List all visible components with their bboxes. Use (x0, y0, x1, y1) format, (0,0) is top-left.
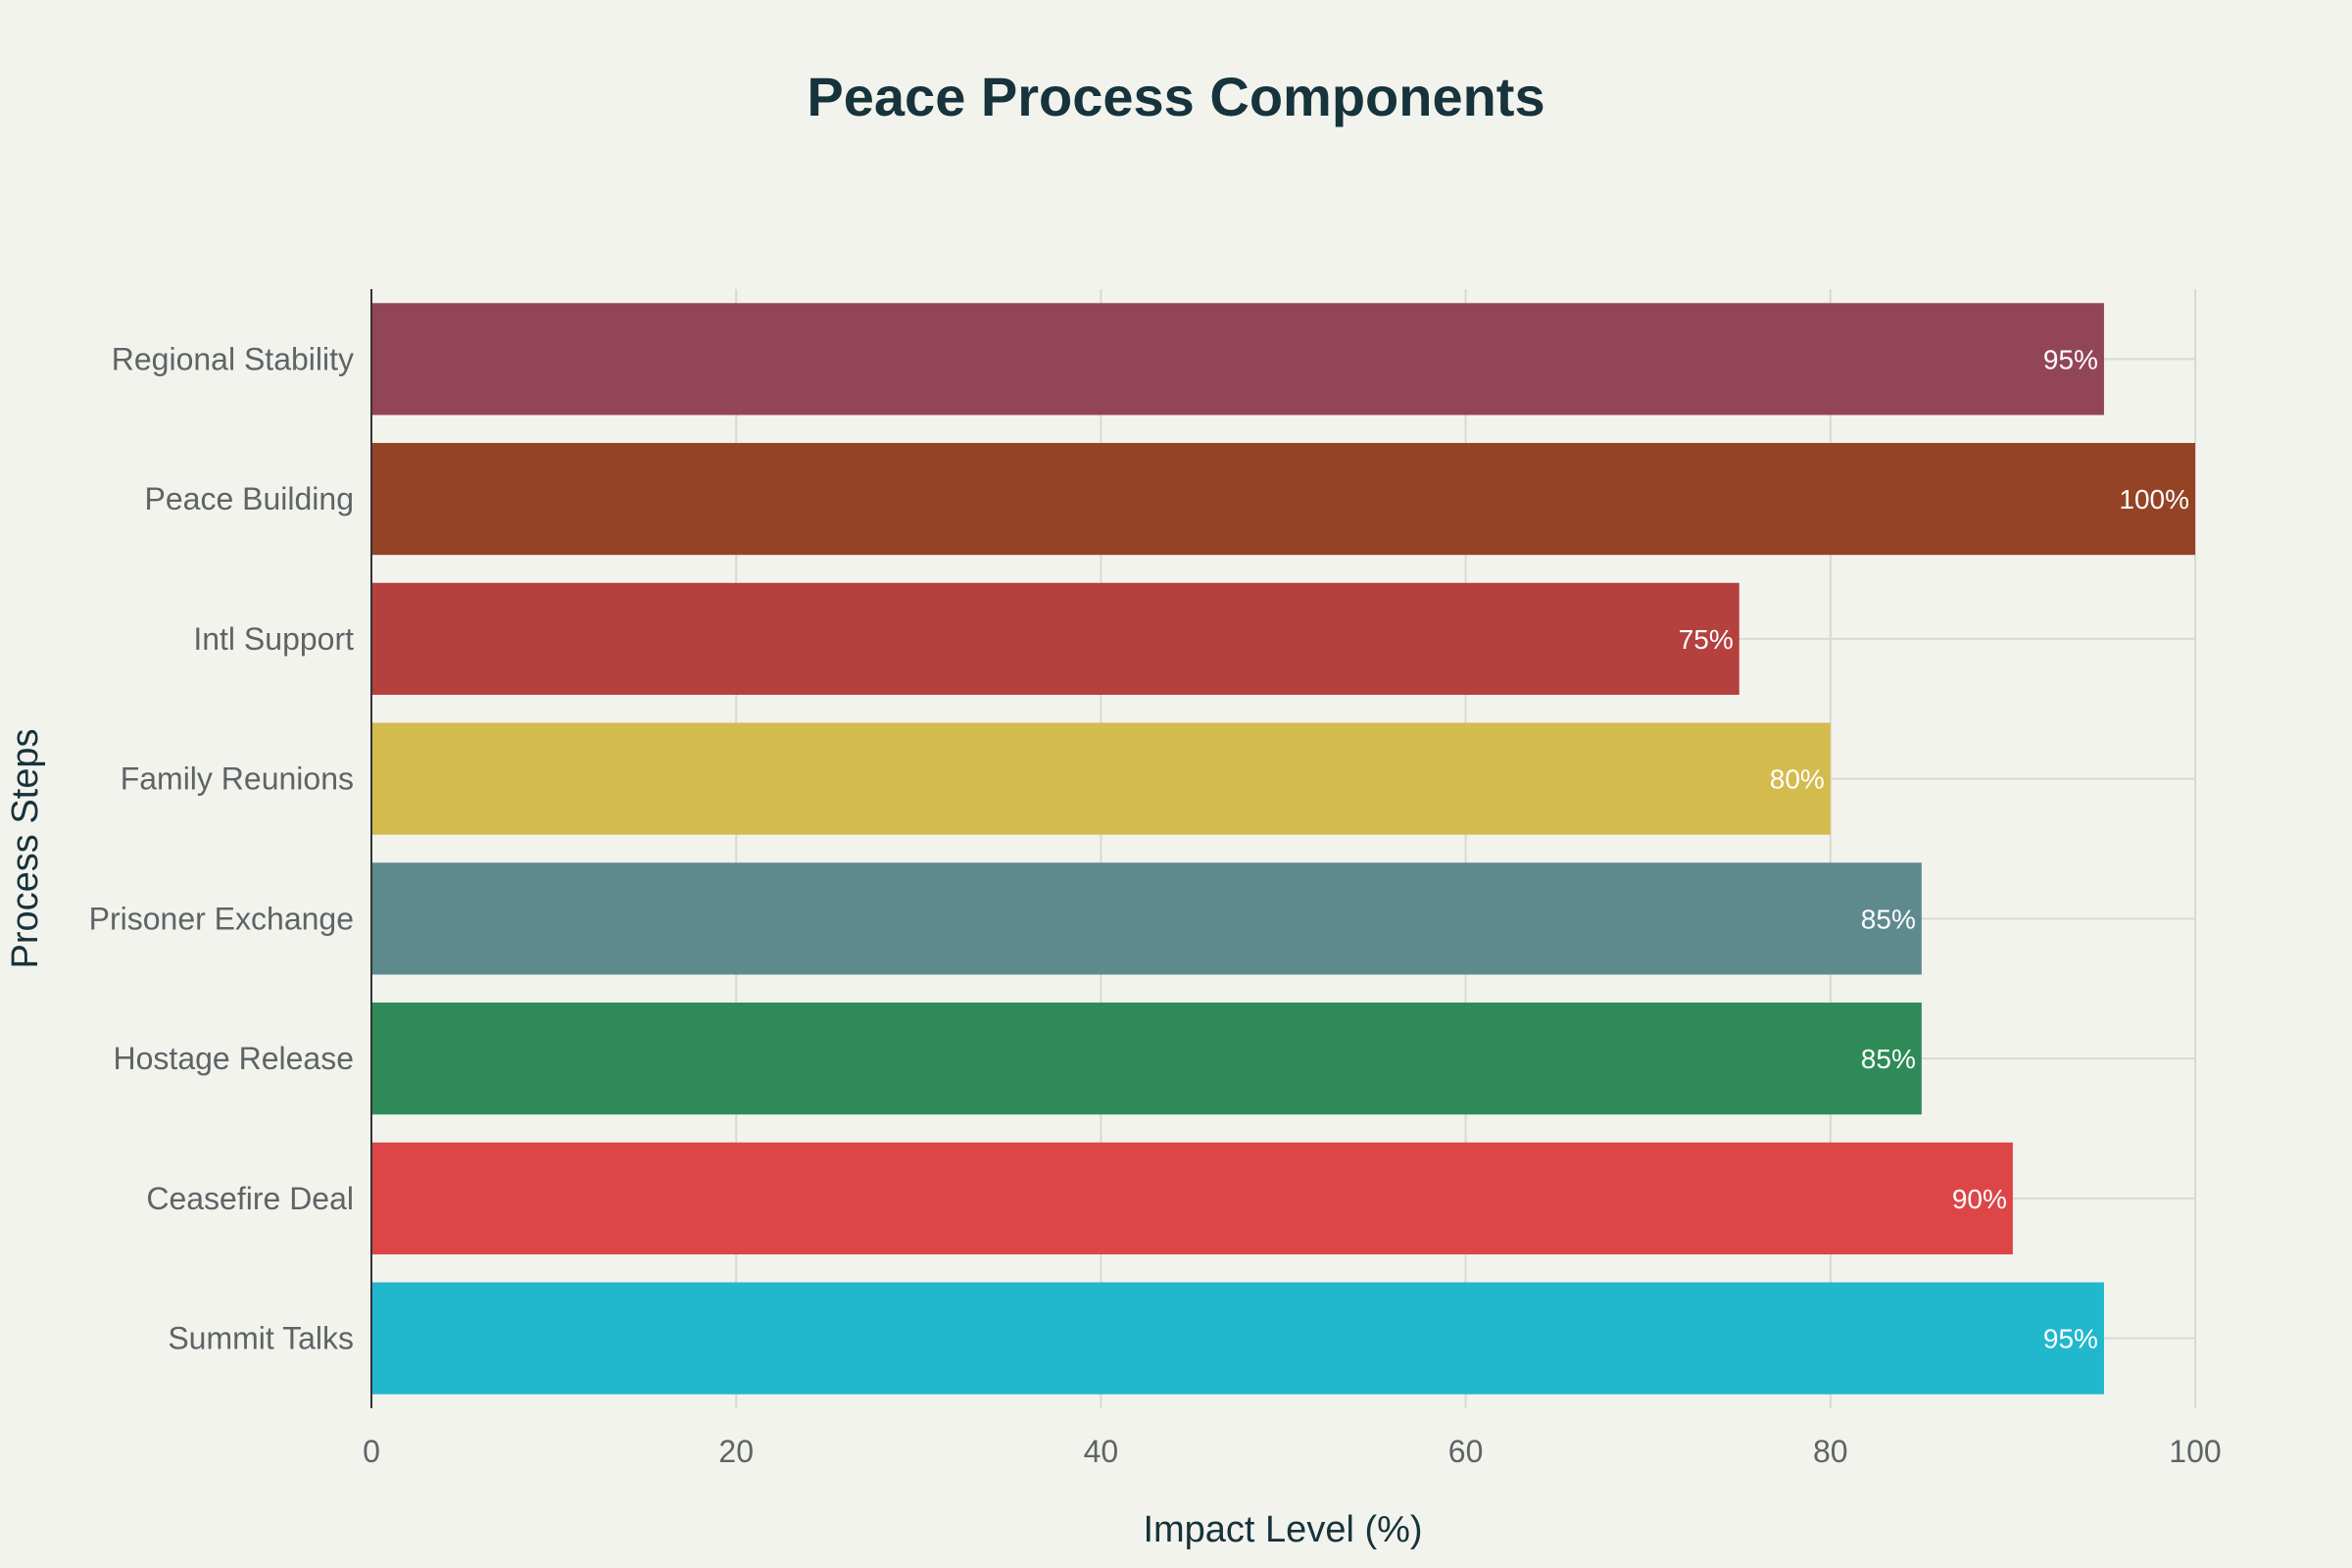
bar-value-label: 95% (2043, 1324, 2098, 1354)
bar (371, 1142, 2013, 1254)
bar-value-label: 85% (1861, 904, 1916, 934)
y-tick-label: Family Reunions (121, 761, 354, 797)
x-tick-label: 0 (363, 1434, 380, 1469)
bar (371, 443, 2195, 556)
y-tick-label: Regional Stability (112, 341, 354, 376)
x-tick-label: 20 (718, 1434, 754, 1469)
y-tick-label: Hostage Release (114, 1041, 354, 1076)
ticks-layer: 0 20 40 60 80 100 Summit Talks Ceasefire Deal Ho… (89, 341, 2222, 1469)
bar-value-label: 95% (2043, 344, 2098, 374)
bar (371, 1003, 1922, 1115)
bar-value-label: 80% (1770, 764, 1825, 795)
y-tick-label: Peace Building (145, 481, 354, 516)
labels-layer: 95% 90% 85% 85% 80% 75% 100% 95% (1679, 344, 2189, 1353)
y-tick-label: Prisoner Exchange (89, 901, 354, 936)
bar (371, 582, 1740, 695)
x-tick-label: 80 (1813, 1434, 1848, 1469)
y-tick-label: Intl Support (193, 621, 354, 657)
y-tick-label: Ceasefire Deal (146, 1181, 354, 1216)
bar-value-label: 100% (2119, 484, 2189, 514)
bar-value-label: 75% (1679, 624, 1734, 655)
x-tick-label: 60 (1448, 1434, 1484, 1469)
bar (371, 722, 1831, 835)
x-tick-label: 100 (2169, 1434, 2221, 1469)
bar (371, 1282, 2104, 1395)
x-tick-label: 40 (1084, 1434, 1119, 1469)
y-axis-title: Process Steps (5, 729, 46, 969)
bar-value-label: 90% (1952, 1184, 2007, 1214)
x-axis-title: Impact Level (%) (1143, 1509, 1422, 1550)
bar (371, 303, 2104, 416)
chart-title: Peace Process Components (807, 66, 1544, 127)
y-tick-label: Summit Talks (168, 1321, 354, 1356)
bar-value-label: 85% (1861, 1044, 1916, 1074)
bar (371, 862, 1922, 975)
bars-layer (371, 303, 2195, 1395)
